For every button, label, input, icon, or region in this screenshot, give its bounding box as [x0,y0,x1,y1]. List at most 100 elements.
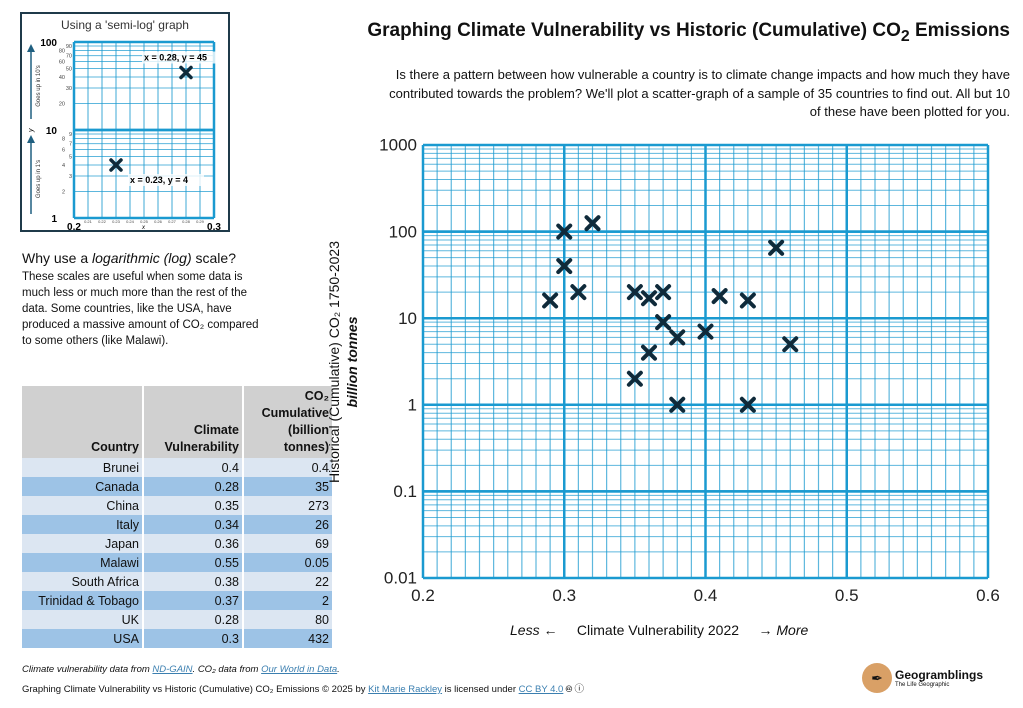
data-point-x-marker [584,215,601,232]
x-minor-tick-label: 0.25 [140,219,149,224]
y-tick-label: 0.1 [393,482,417,501]
table-row: South Africa 0.38 22 [22,572,334,591]
table-cell: Italy [22,515,144,534]
data-point-x-marker [655,284,672,301]
table-row: China 0.35 273 [22,496,334,515]
table-row: Malawi 0.55 0.05 [22,553,334,572]
data-point-x-marker [109,158,123,172]
data-point-x-marker [641,290,657,307]
table-cell: 80 [243,610,334,629]
y-minor-tick-label: 80 [59,49,65,55]
data-point-x-marker [655,314,672,331]
y-minor-tick-label: 40 [59,75,65,81]
table-cell: 0.38 [143,572,244,591]
table-row: Italy 0.34 26 [22,515,334,534]
lic-mid: is licensed under [442,684,519,695]
arrow-head-icon [27,44,35,52]
data-point-x-marker [711,288,728,305]
y-minor-tick-label: 6 [62,148,65,154]
table-cell: 0.4 [143,458,244,477]
src-mid: . CO₂ data from [192,664,262,675]
table-cell: 0.4 [243,458,334,477]
y-minor-tick-label: 9 [69,132,72,138]
data-table: Country Climate Vulnerability CO₂ Cumula… [22,386,334,648]
data-point-x-marker [542,292,559,309]
label-bg [128,174,204,187]
page-title: Graphing Climate Vulnerability vs Histor… [290,20,1010,46]
x-minor-tick-label: 0.22 [98,219,107,224]
table-cell: 0.28 [143,610,244,629]
table-cell: 273 [243,496,334,515]
y-tick-label: 100 [40,38,57,49]
data-point-x-marker [570,284,587,301]
y-minor-tick-label: 20 [59,102,65,108]
license: Graphing Climate Vulnerability vs Histor… [22,681,584,695]
data-point-x-marker [556,258,573,275]
why-post: scale? [191,250,236,266]
why-body: These scales are useful when some data i… [22,271,259,347]
table-cell: 0.35 [143,496,244,515]
table-cell: 0.05 [243,553,334,572]
data-point-x-marker [556,223,573,240]
table-cell: 0.3 [143,629,244,648]
why-heading: Why use a logarithmic (log) scale? [22,250,236,266]
semi-log-example: Using a 'semi-log' graph 1 10 100 2 3 4 5 6 7 8 9 2… [20,12,230,232]
src-pre: Climate vulnerability data from [22,664,153,675]
x-tick-label: 0.4 [694,586,718,605]
why-pre: Why use a [22,250,93,266]
arrow-head-icon [27,135,35,143]
header-co2: CO₂ Cumulative (billion tonnes) [243,386,334,458]
src-end: . [337,664,340,675]
y-minor-tick-label: 4 [62,163,65,169]
logo-text: Geogramblings [895,668,984,682]
y-minor-tick-label: 50 [66,66,72,72]
data-point-x-marker [669,329,686,346]
table-row: Japan 0.36 69 [22,534,334,553]
y-tick-label: 10 [46,126,58,137]
y-minor-tick-label: 90 [66,44,72,50]
title-text: Graphing Climate Vulnerability vs Histor… [367,20,901,41]
x-minor-tick-label: 0.28 [182,219,191,224]
y-minor-tick-label: 7 [69,142,72,148]
table-cell: 0.36 [143,534,244,553]
x-minor-tick-label: 0.26 [154,219,163,224]
table-cell: South Africa [22,572,144,591]
y-tick-label: 1 [408,395,417,414]
subtitle: Is there a pattern between how vulnerabl… [389,67,1010,119]
table-cell: 432 [243,629,334,648]
owid-link[interactable]: Our World in Data [261,664,338,675]
y-minor-tick-label: 3 [69,174,72,180]
header-vulnerability: Climate Vulnerability [143,386,244,458]
author-link[interactable]: Kit Marie Rackley [368,684,443,695]
y-axis-label: Historical (Cumulative) CO₂ 1750-2023 bil… [325,241,361,483]
title-sub: 2 [900,27,910,45]
table-row: Brunei 0.4 0.4 [22,458,334,477]
table-cell: Canada [22,477,144,496]
cc-link[interactable]: CC BY 4.0 [518,684,564,695]
table-cell: 2 [243,591,334,610]
y-axis-label: y [28,128,35,133]
why-em: logarithmic (log) [92,250,192,266]
data-point-x-marker [641,344,657,361]
x-minor-tick-label: 0.24 [126,219,135,224]
point-label: x = 0.28, y = 45 [144,53,207,63]
x-tick-label: 0.3 [207,222,221,230]
data-point-x-marker [626,284,643,301]
cc-icon: 🅭 ⓘ [565,684,584,695]
x-axis-label: x [141,225,146,230]
table-cell: 22 [243,572,334,591]
label-bg [142,51,218,64]
nd-gain-link[interactable]: ND-GAIN [152,664,193,675]
y-tick-label: 1 [51,214,57,225]
table-cell: USA [22,629,144,648]
table-cell: Trinidad & Tobago [22,591,144,610]
y-axis-title: Historical (Cumulative) CO₂ 1750-2023 [326,241,342,483]
table-row: Trinidad & Tobago 0.37 2 [22,591,334,610]
table-cell: 26 [243,515,334,534]
arrow-label-ones: Goes up in 1's [36,160,42,198]
x-minor-tick-label: 0.21 [84,219,93,224]
y-minor-tick-label: 60 [59,60,65,66]
y-minor-tick-label: 2 [62,190,65,196]
header-country: Country [22,386,144,458]
table-cell: 35 [243,477,334,496]
